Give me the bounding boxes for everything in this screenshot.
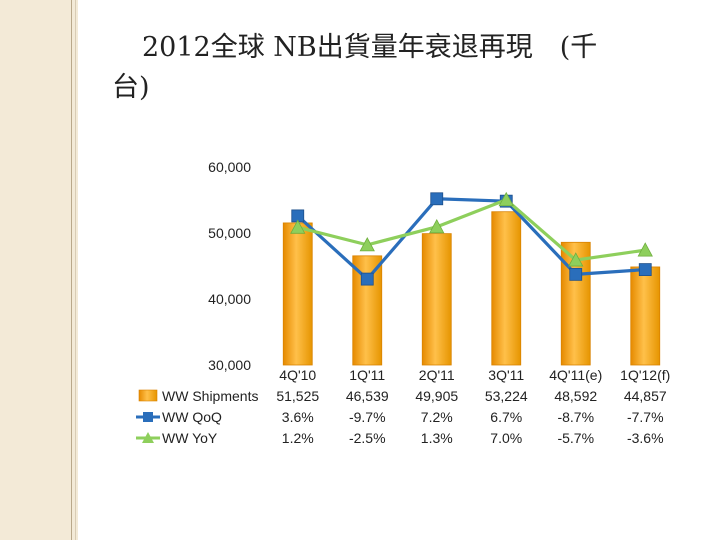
category-label: 3Q'11 — [488, 367, 524, 383]
bar — [630, 266, 661, 366]
table-value: -3.6% — [627, 430, 664, 446]
marker-triangle — [429, 218, 445, 234]
side-rule-inner — [75, 0, 76, 540]
table-value: 6.7% — [490, 409, 522, 425]
category-label: 4Q'10 — [279, 367, 316, 383]
bar — [282, 222, 313, 366]
table-value: -8.7% — [557, 409, 594, 425]
table-value: 7.2% — [421, 409, 453, 425]
data-table: 4Q'10 1Q'11 2Q'11 3Q'11 4Q'11(e) 1Q'12(f) WW S… — [136, 367, 670, 446]
table-value: 7.0% — [490, 430, 522, 446]
category-label: 4Q'11(e) — [549, 367, 602, 383]
bar — [352, 255, 383, 366]
marker-triangle — [290, 219, 306, 234]
table-value: -9.7% — [349, 409, 386, 425]
legend-key-marker — [142, 432, 154, 443]
legend-key-marker — [143, 412, 153, 422]
marker-triangle — [637, 242, 653, 257]
table-value: 48,592 — [554, 388, 597, 404]
marker-triangle — [498, 191, 514, 207]
slide-title: 2012全球 NB出貨量年衰退再現 (千 台) — [112, 28, 672, 108]
category-label: 1Q'12(f) — [620, 367, 670, 383]
slide-title-line-1: 2012全球 NB出貨量年衰退再現 (千 — [142, 32, 598, 63]
marker-square — [430, 192, 444, 206]
y-tick-label: 50,000 — [208, 225, 251, 241]
table-value: -5.7% — [557, 430, 594, 446]
side-rule — [71, 0, 72, 540]
table-value: 44,857 — [624, 388, 667, 404]
bar-layer — [282, 211, 661, 366]
series-name: WW YoY — [162, 430, 218, 446]
table-value: 3.6% — [282, 409, 314, 425]
bar — [491, 211, 522, 366]
category-label: 1Q'11 — [349, 367, 385, 383]
series-line — [296, 197, 646, 281]
table-value: 49,905 — [415, 388, 458, 404]
marker-triangle — [359, 237, 375, 252]
y-tick-label: 40,000 — [208, 291, 251, 307]
bar — [421, 233, 452, 366]
table-value: 51,525 — [276, 388, 319, 404]
table-value: 53,224 — [485, 388, 528, 404]
y-tick-label: 30,000 — [208, 357, 251, 373]
table-value: 46,539 — [346, 388, 389, 404]
legend-key-bar — [138, 389, 158, 402]
marker-triangle — [568, 252, 584, 267]
series-line — [297, 198, 646, 262]
y-tick-label: 60,000 — [208, 159, 251, 175]
line-layer — [290, 191, 653, 286]
table-value: -2.5% — [349, 430, 386, 446]
slide-title-line-2: 台) — [112, 72, 150, 103]
series-name: WW QoQ — [162, 409, 222, 425]
table-value: -7.7% — [627, 409, 664, 425]
marker-square — [638, 263, 652, 276]
series-name: WW Shipments — [162, 388, 258, 404]
marker-square — [569, 267, 583, 281]
table-value: 1.2% — [282, 430, 314, 446]
category-label: 2Q'11 — [419, 367, 455, 383]
axis-layer: 60,000 50,000 40,000 30,000 — [208, 159, 251, 373]
side-band — [0, 0, 78, 540]
table-value: 1.3% — [421, 430, 453, 446]
marker-square — [360, 272, 374, 286]
